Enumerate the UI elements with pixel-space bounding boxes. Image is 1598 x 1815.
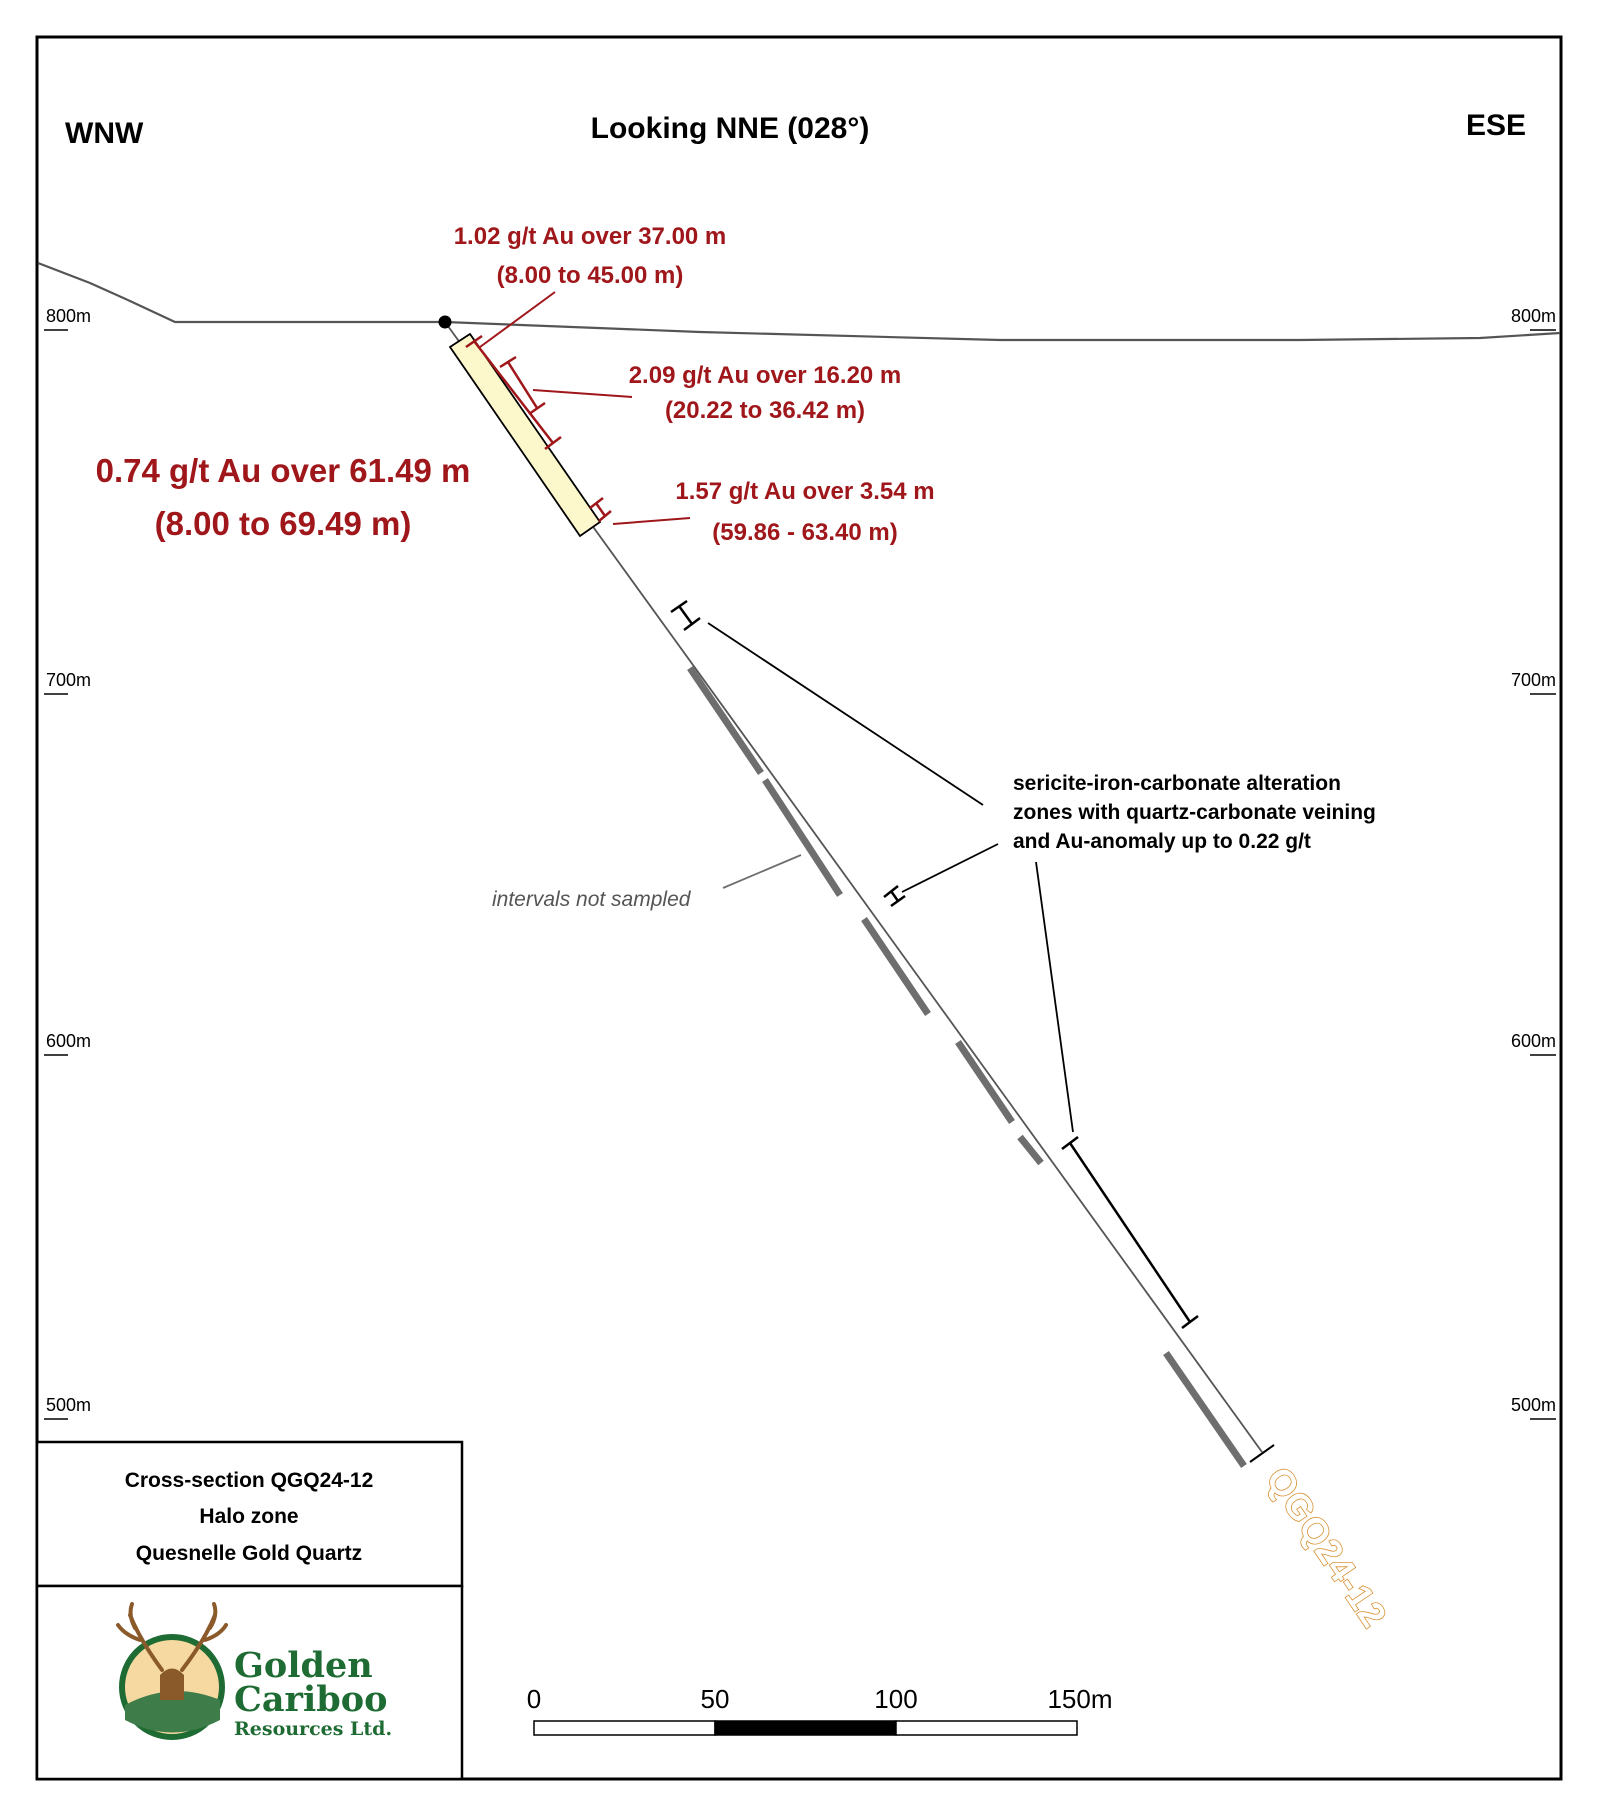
map-border — [35, 35, 1563, 1781]
assay-interval-3 — [589, 497, 612, 522]
intercept-1-interval: (8.00 to 45.00 m) — [497, 262, 684, 289]
elevation-600-right: 600m — [1511, 1031, 1556, 1051]
main-intercept-interval: (8.00 to 69.49 m) — [155, 505, 412, 542]
alteration-note-line1: sericite-iron-carbonate alteration — [1013, 772, 1341, 795]
collar-marker — [438, 315, 452, 329]
caribou-logo-icon — [116, 1602, 228, 1740]
elevation-700-left: 700m — [46, 670, 91, 690]
alteration-note-line2: zones with quartz-carbonate veining — [1013, 801, 1376, 824]
not-sampled-intervals — [687, 666, 1247, 1468]
main-intercept-grade: 0.74 g/t Au over 61.49 m — [96, 452, 471, 489]
logo-word-golden: Golden — [234, 1645, 373, 1686]
scale-label-50: 50 — [701, 1684, 730, 1714]
elevation-600-left: 600m — [46, 1031, 91, 1051]
assay-interval-2 — [499, 355, 546, 416]
title-line-1: Cross-section QGQ24-12 — [125, 1469, 374, 1492]
scale-bar — [533, 1720, 1078, 1736]
leader-line-1 — [479, 291, 556, 348]
mineralized-zone — [448, 332, 602, 538]
alteration-note-line3: and Au-anomaly up to 0.22 g/t — [1013, 830, 1311, 853]
hole-id-label: QGQ24-12 — [1258, 1460, 1395, 1636]
alteration-zone-1 — [670, 599, 701, 631]
alteration-leaders — [707, 622, 1074, 1133]
elevation-800-left: 800m — [46, 306, 91, 326]
logo-word-resources: Resources Ltd. — [234, 1718, 392, 1740]
not-sampled-leader-line — [722, 854, 802, 889]
elevation-ticks-right — [1530, 329, 1556, 1420]
elevation-500-left: 500m — [46, 1395, 91, 1415]
title-block-box — [35, 1440, 464, 1588]
not-sampled-note: intervals not sampled — [492, 888, 692, 911]
intercept-2-interval: (20.22 to 36.42 m) — [665, 397, 865, 424]
leader-line-2 — [532, 389, 633, 398]
title-line-3: Quesnelle Gold Quartz — [136, 1542, 362, 1565]
logo-box — [35, 1584, 464, 1781]
direction-west-label: WNW — [65, 117, 144, 150]
intercept-3-interval: (59.86 - 63.40 m) — [712, 519, 897, 546]
title-line-2: Halo zone — [199, 1505, 298, 1528]
elevation-800-right: 800m — [1511, 306, 1556, 326]
intercept-2-grade: 2.09 g/t Au over 16.20 m — [629, 362, 902, 389]
intercept-1-grade: 1.02 g/t Au over 37.00 m — [454, 223, 727, 250]
hole-end-tick — [1249, 1444, 1275, 1463]
topography-line — [37, 261, 1561, 342]
elevation-700-right: 700m — [1511, 670, 1556, 690]
view-direction-label: Looking NNE (028°) — [591, 112, 870, 145]
scale-label-150: 150m — [1047, 1684, 1112, 1714]
scale-label-100: 100 — [874, 1684, 917, 1714]
logo-word-cariboo: Cariboo — [234, 1679, 387, 1720]
assay-interval-1 — [465, 334, 562, 450]
elevation-500-right: 500m — [1511, 1395, 1556, 1415]
alteration-zone-3 — [1061, 1136, 1199, 1329]
intercept-3-grade: 1.57 g/t Au over 3.54 m — [675, 478, 934, 505]
alteration-zone-2 — [883, 885, 906, 908]
leader-line-3 — [612, 517, 691, 525]
scale-label-0: 0 — [527, 1684, 541, 1714]
direction-east-label: ESE — [1466, 109, 1526, 142]
elevation-ticks-left — [44, 329, 68, 1420]
